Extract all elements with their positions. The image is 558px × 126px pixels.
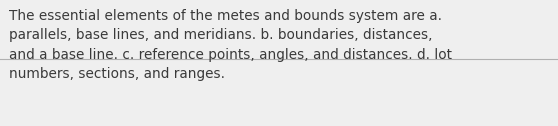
- Text: The essential elements of the metes and bounds system are a.
parallels, base lin: The essential elements of the metes and …: [9, 9, 452, 81]
